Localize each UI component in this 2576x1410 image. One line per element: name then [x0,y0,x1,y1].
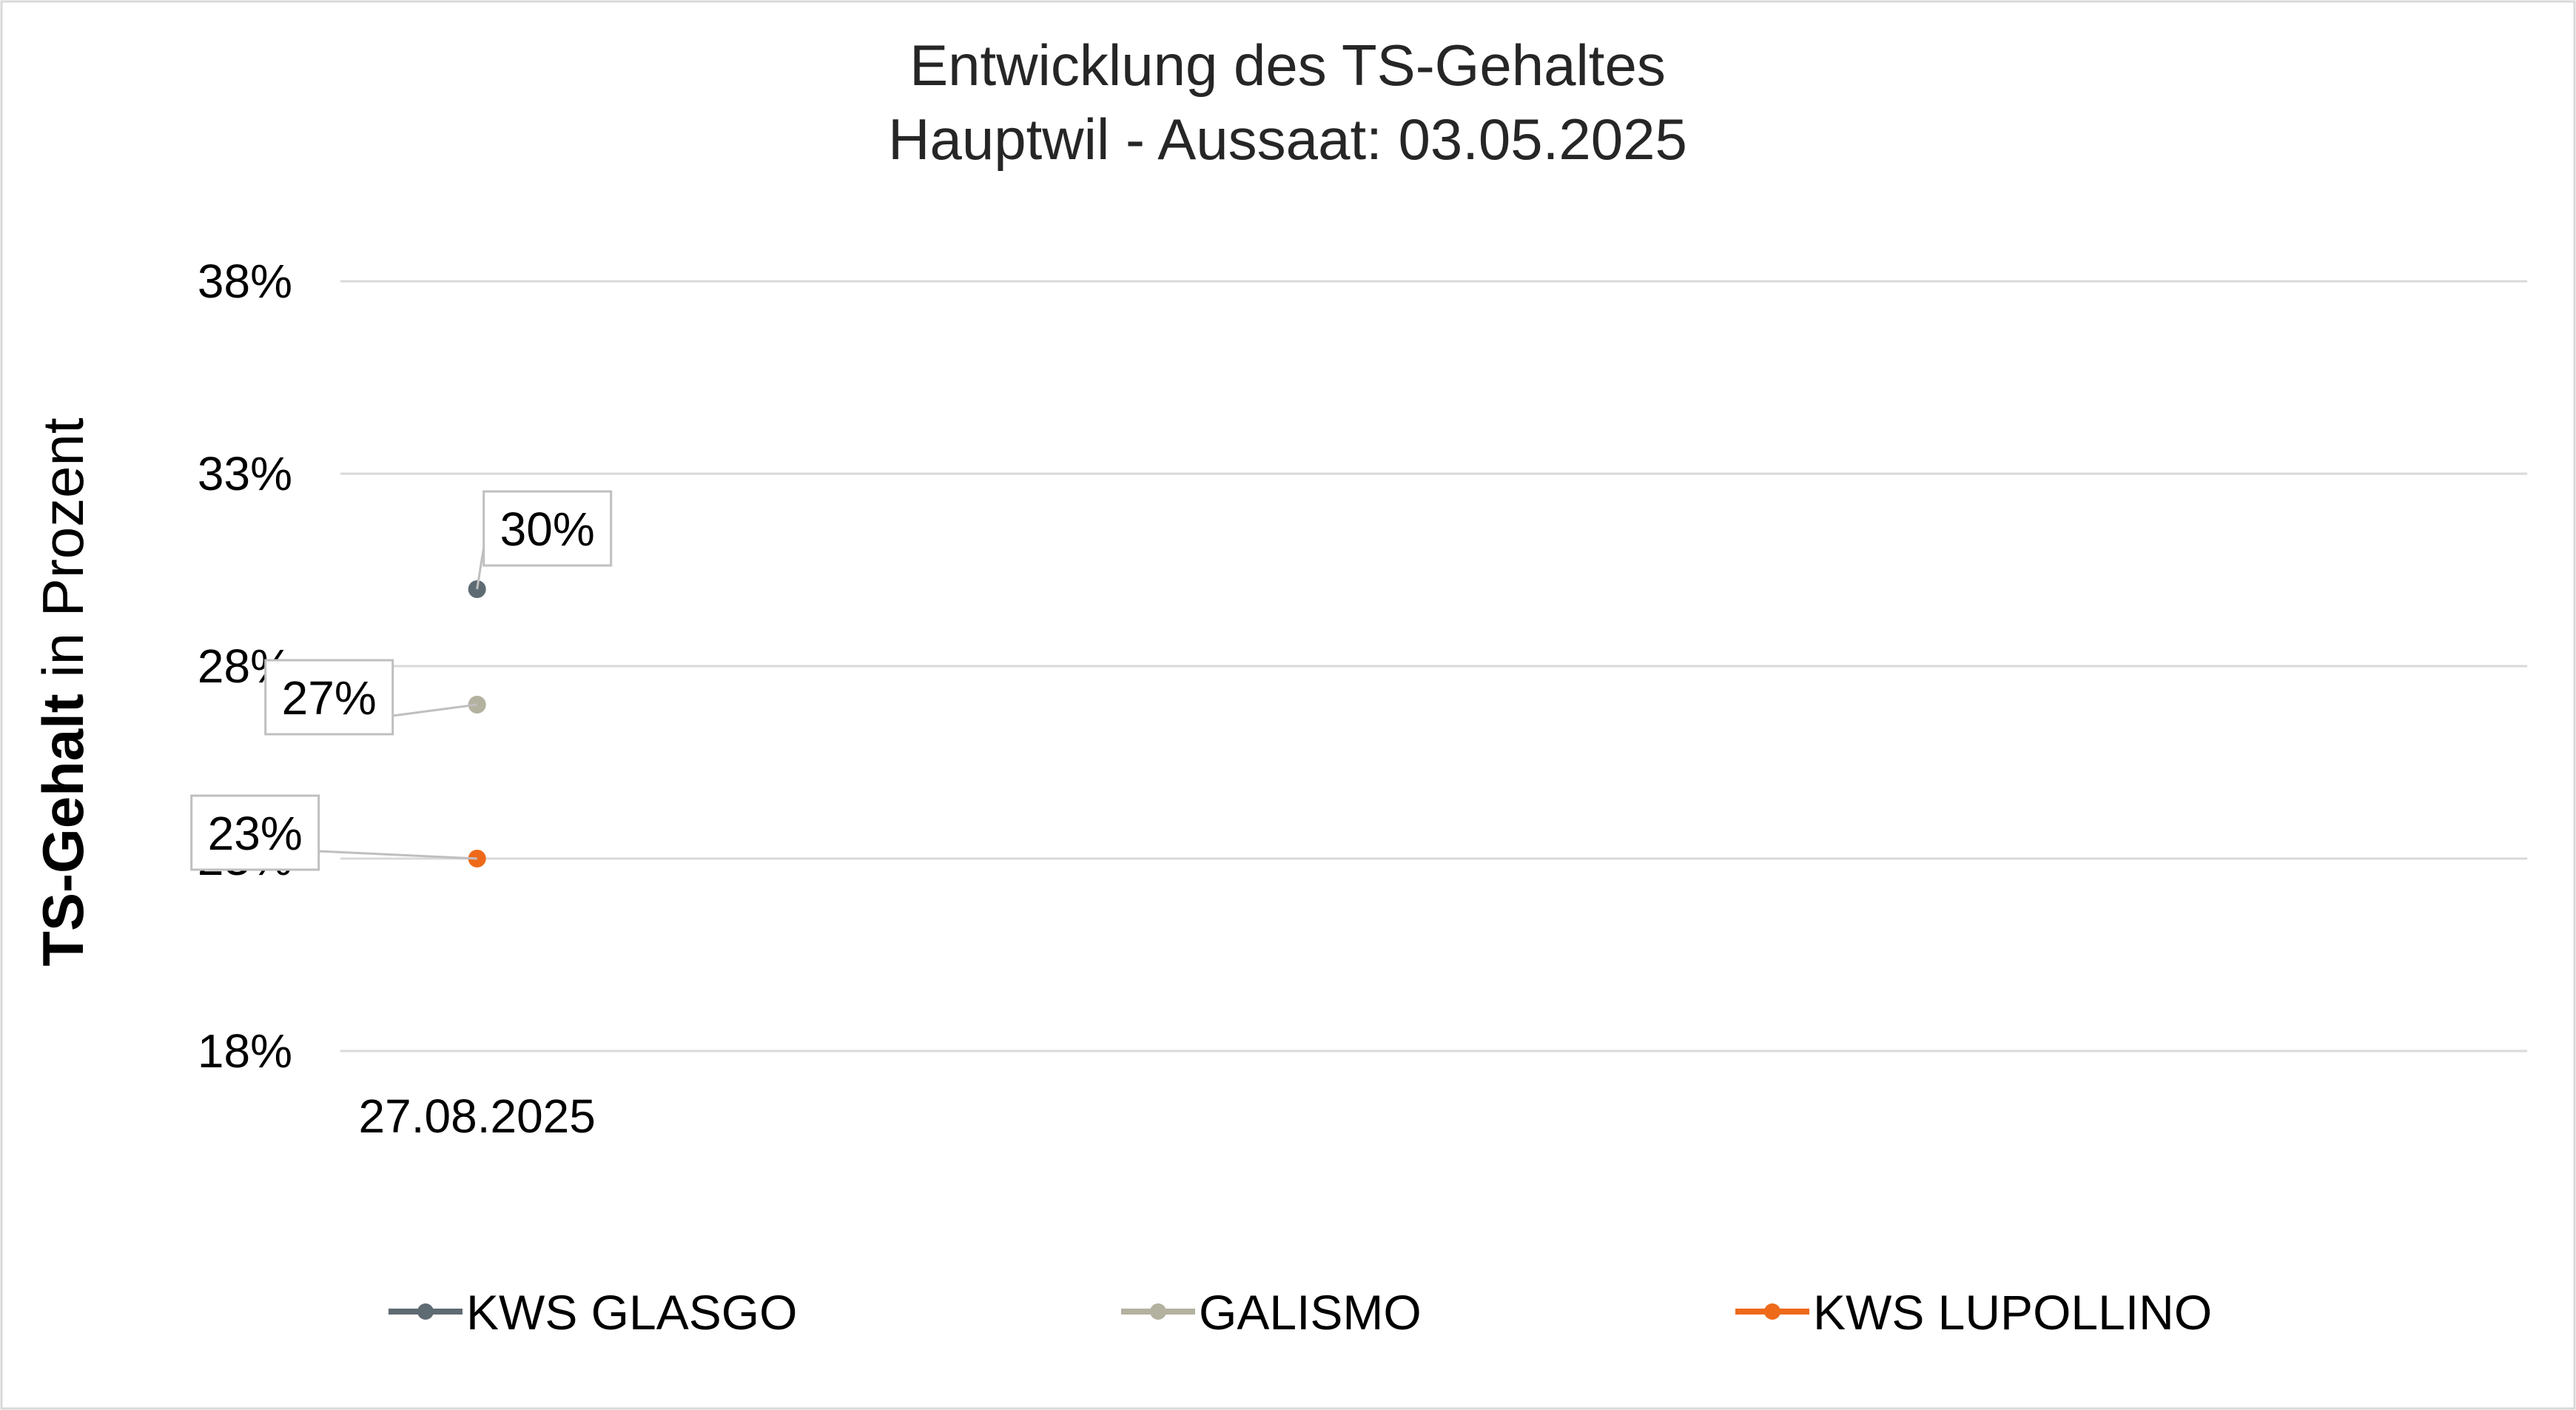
chart-title: Entwicklung des TS-Gehaltes [909,33,1666,98]
data-label-box [190,794,320,871]
legend-entry: GALISMO [1199,1285,1422,1340]
y-tick-label: 38% [198,255,292,308]
data-label: 23% [208,807,303,860]
chart-subtitle: Hauptwil - Aussaat: 03.05.2025 [888,107,1687,172]
legend-marker [417,1303,434,1320]
y-axis-label-rest: in Prozent [30,417,95,694]
data-label: 30% [500,503,595,556]
x-tick-label: 27.08.2025 [359,1090,596,1143]
data-label-box [482,490,613,567]
legend: KWS GLASGO GALISMO KWS LUPOLLINO [389,1285,2212,1340]
legend-marker [1764,1303,1780,1320]
x-tick-labels: 27.08.2025 [359,1090,596,1143]
legend-entry: KWS LUPOLLINO [1813,1285,2212,1340]
data-labels: 30% 27% 23% [190,490,613,871]
y-tick-label: 33% [198,447,292,500]
gridlines [340,280,2527,1053]
data-label: 27% [282,671,377,725]
data-label-leader [318,850,477,860]
y-axis-label: TS-Gehalt in Prozent [30,417,95,967]
legend-entry: KWS GLASGO [466,1285,797,1340]
y-axis-label-bold: TS-Gehalt [30,694,95,966]
legend-marker [1150,1303,1166,1320]
y-tick-label: 18% [198,1024,292,1078]
data-label-box [264,659,394,736]
data-label-leader [392,703,477,717]
